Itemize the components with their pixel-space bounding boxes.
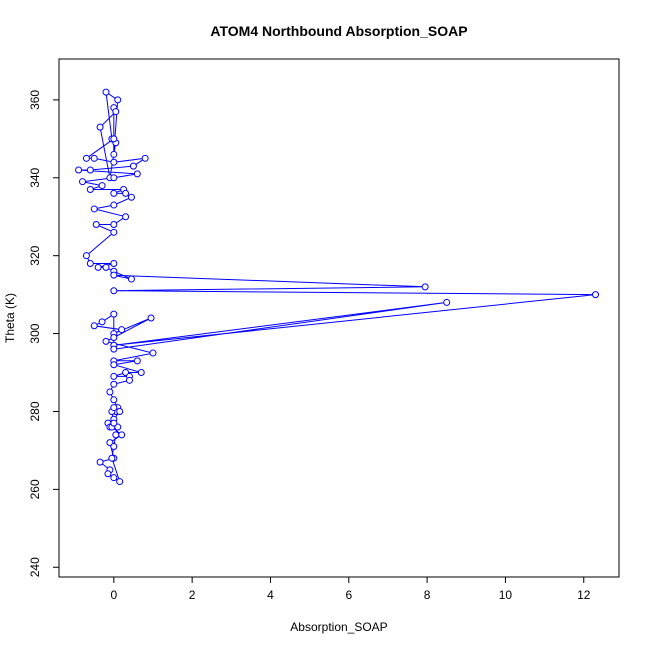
data-point xyxy=(110,345,118,353)
data-point xyxy=(90,322,98,330)
data-point xyxy=(92,221,100,229)
data-point xyxy=(82,252,90,260)
data-point xyxy=(104,470,112,478)
series-layer xyxy=(75,88,600,486)
data-point xyxy=(110,135,118,143)
data-point xyxy=(110,189,118,197)
data-point xyxy=(110,158,118,166)
data-point xyxy=(110,271,118,279)
data-point xyxy=(137,369,145,377)
y-tick-label: 340 xyxy=(28,167,42,187)
data-point xyxy=(110,201,118,209)
y-tick-label: 320 xyxy=(28,245,42,265)
data-point xyxy=(127,193,135,201)
data-point xyxy=(110,361,118,369)
data-point xyxy=(112,108,120,116)
data-point xyxy=(90,205,98,213)
data-point xyxy=(133,357,141,365)
data-point xyxy=(149,349,157,357)
y-axis-label: Theta (K) xyxy=(3,293,17,343)
data-point xyxy=(592,291,600,299)
data-point xyxy=(122,213,130,221)
data-point xyxy=(118,431,126,439)
x-axis: 0 2 4 6 8 10 12 xyxy=(110,576,591,602)
y-axis: 240 260 280 300 320 340 360 xyxy=(28,90,60,577)
data-point xyxy=(110,333,118,341)
data-point xyxy=(110,310,118,318)
data-point xyxy=(122,189,130,197)
data-point xyxy=(102,88,110,96)
data-point xyxy=(94,263,102,271)
data-point xyxy=(110,259,118,267)
data-point xyxy=(102,337,110,345)
x-tick-label: 10 xyxy=(499,588,513,602)
data-point xyxy=(110,287,118,295)
y-tick-label: 240 xyxy=(28,557,42,577)
data-point xyxy=(98,182,106,190)
x-tick-label: 0 xyxy=(110,588,117,602)
x-tick-label: 2 xyxy=(189,588,196,602)
x-tick-label: 4 xyxy=(267,588,274,602)
data-point xyxy=(110,380,118,388)
data-point xyxy=(110,396,118,404)
data-point xyxy=(110,150,118,158)
data-point xyxy=(129,162,137,170)
data-point xyxy=(110,404,118,412)
data-point xyxy=(78,178,86,186)
data-point xyxy=(106,388,114,396)
data-point xyxy=(110,221,118,229)
data-point xyxy=(116,478,124,486)
data-point xyxy=(86,166,94,174)
data-point xyxy=(98,318,106,326)
data-point xyxy=(82,154,90,162)
data-point xyxy=(102,263,110,271)
y-tick-label: 300 xyxy=(28,323,42,343)
data-point xyxy=(110,419,118,427)
data-point xyxy=(75,166,83,174)
data-point xyxy=(110,443,118,451)
data-point xyxy=(141,154,149,162)
data-point xyxy=(110,228,118,236)
data-point xyxy=(90,154,98,162)
y-tick-label: 260 xyxy=(28,479,42,499)
series-line xyxy=(78,91,596,483)
data-point xyxy=(421,283,429,291)
data-point xyxy=(110,174,118,182)
data-point xyxy=(443,298,451,306)
data-point xyxy=(116,407,124,415)
x-axis-label: Absorption_SOAP xyxy=(290,620,387,634)
data-point xyxy=(114,96,122,104)
y-tick-label: 360 xyxy=(28,90,42,110)
x-tick-label: 6 xyxy=(345,588,352,602)
data-point xyxy=(147,314,155,322)
data-point xyxy=(108,454,116,462)
x-tick-label: 12 xyxy=(577,588,591,602)
y-tick-label: 280 xyxy=(28,401,42,421)
x-tick-label: 8 xyxy=(424,588,431,602)
data-point xyxy=(86,185,94,193)
data-point xyxy=(96,458,104,466)
chart-title: ATOM4 Northbound Absorption_SOAP xyxy=(210,23,467,39)
data-point xyxy=(112,431,120,439)
data-point xyxy=(110,474,118,482)
data-point xyxy=(133,170,141,178)
data-point xyxy=(96,123,104,131)
data-point xyxy=(86,259,94,267)
data-point xyxy=(127,275,135,283)
data-point xyxy=(125,376,133,384)
data-point xyxy=(110,372,118,380)
data-point xyxy=(118,326,126,334)
